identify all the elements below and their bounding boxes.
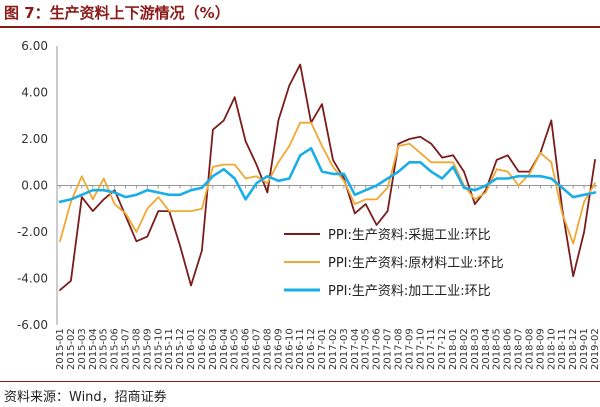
y-tick-label: -2.00 <box>17 225 48 239</box>
y-tick-label: 6.00 <box>21 39 48 53</box>
x-tick-label: 2016-12 <box>306 328 317 370</box>
y-tick-label: -6.00 <box>17 318 48 332</box>
legend: PPI:生产资料:采掘工业:环比 PPI:生产资料:原材料工业:环比 PPI:生产资… <box>284 228 504 299</box>
x-tick-label: 2015-09 <box>142 328 153 370</box>
y-tick-label: 2.00 <box>21 132 48 146</box>
x-tick-label: 2015-10 <box>153 328 164 370</box>
x-tick-label: 2018-08 <box>524 328 535 370</box>
legend-label-2: PPI:生产资料:原材料工业:环比 <box>328 256 504 271</box>
chart-title: 图 7：生产资料上下游情况（%） <box>4 4 230 22</box>
x-tick-label: 2015-05 <box>99 328 110 370</box>
footer-divider <box>0 381 600 382</box>
x-tick-label: 2017-01 <box>317 328 328 370</box>
x-tick-label: 2016-10 <box>284 328 295 370</box>
x-tick-label: 2015-01 <box>55 328 66 370</box>
x-tick-label: 2018-06 <box>503 328 514 370</box>
y-tick-label: 4.00 <box>21 86 48 100</box>
x-tick-label: 2017-07 <box>383 328 394 370</box>
series-line-1 <box>59 63 596 292</box>
x-tick-label: 2015-02 <box>66 328 77 370</box>
x-tick-label: 2017-08 <box>393 328 404 370</box>
x-tick-label: 2018-02 <box>459 328 470 370</box>
x-tick-label: 2015-12 <box>175 328 186 370</box>
x-tick-label: 2017-09 <box>404 328 415 370</box>
x-tick-label: 2016-07 <box>252 328 263 370</box>
x-tick-label: 2015-03 <box>77 328 88 370</box>
x-tick-label: 2018-09 <box>535 328 546 370</box>
x-tick-label: 2016-08 <box>262 328 273 370</box>
series-layer <box>58 63 597 292</box>
x-tick-label: 2018-11 <box>557 328 568 370</box>
x-tick-label: 2017-03 <box>339 328 350 370</box>
x-tick-label: 2018-03 <box>470 328 481 370</box>
x-tick-label: 2016-05 <box>230 328 241 370</box>
x-tick-label: 2017-04 <box>350 328 361 370</box>
y-axis: 6.00 4.00 2.00 0.00 -2.00 -4.00 -6.00 <box>17 39 58 332</box>
x-tick-label: 2018-10 <box>546 328 557 370</box>
x-tick-label: 2015-06 <box>110 328 121 370</box>
x-tick-label: 2015-11 <box>164 328 175 370</box>
x-tick-label: 2017-02 <box>328 328 339 370</box>
x-tick-label: 2017-10 <box>415 328 426 370</box>
x-axis: 2015-01 2015-02 2015-03 2015-04 2015-05 2015-… <box>55 185 600 370</box>
x-tick-label: 2017-06 <box>372 328 383 370</box>
x-tick-label: 2016-02 <box>197 328 208 370</box>
series-line-3 <box>58 147 597 204</box>
x-tick-label: 2018-12 <box>568 328 579 370</box>
x-tick-label: 2017-12 <box>437 328 448 370</box>
legend-label-3: PPI:生产资料:加工工业:环比 <box>328 284 491 299</box>
y-tick-label: -4.00 <box>17 272 48 286</box>
legend-label-1: PPI:生产资料:采掘工业:环比 <box>328 228 491 243</box>
x-tick-label: 2016-01 <box>186 328 197 370</box>
x-tick-label: 2016-03 <box>208 328 219 370</box>
x-tick-label: 2019-02 <box>590 328 600 370</box>
x-tick-label: 2018-07 <box>514 328 525 370</box>
x-tick-label: 2018-01 <box>448 328 459 370</box>
x-tick-label: 2015-07 <box>121 328 132 370</box>
x-tick-label: 2015-04 <box>88 328 99 370</box>
x-tick-label: 2017-05 <box>361 328 372 370</box>
title-divider <box>0 26 600 28</box>
y-tick-label: 0.00 <box>21 179 48 193</box>
line-chart: 6.004.002.000.00-2.00-4.00-6.00 2015-01 2… <box>17 39 600 370</box>
x-tick-label: 2018-05 <box>492 328 503 370</box>
x-tick-label: 2016-06 <box>241 328 252 370</box>
x-tick-label: 2017-11 <box>426 328 437 370</box>
x-tick-label: 2016-11 <box>295 328 306 370</box>
source-note: 资料来源：Wind，招商证券 <box>4 390 167 405</box>
x-tick-label: 2018-04 <box>481 328 492 370</box>
x-tick-label: 2015-08 <box>131 328 142 370</box>
series-line-2 <box>59 121 596 245</box>
x-tick-label: 2016-09 <box>273 328 284 370</box>
x-tick-label: 2016-04 <box>219 328 230 370</box>
x-tick-label: 2019-01 <box>579 328 590 370</box>
